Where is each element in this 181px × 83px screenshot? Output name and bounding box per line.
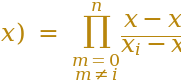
Text: $l_i(x) \ = \ \prod_{\substack{m=0 \\ m\neq i}}^{n}\dfrac{x-x_m}{x_i-x_m}$: $l_i(x) \ = \ \prod_{\substack{m=0 \\ m\… xyxy=(0,0,181,83)
